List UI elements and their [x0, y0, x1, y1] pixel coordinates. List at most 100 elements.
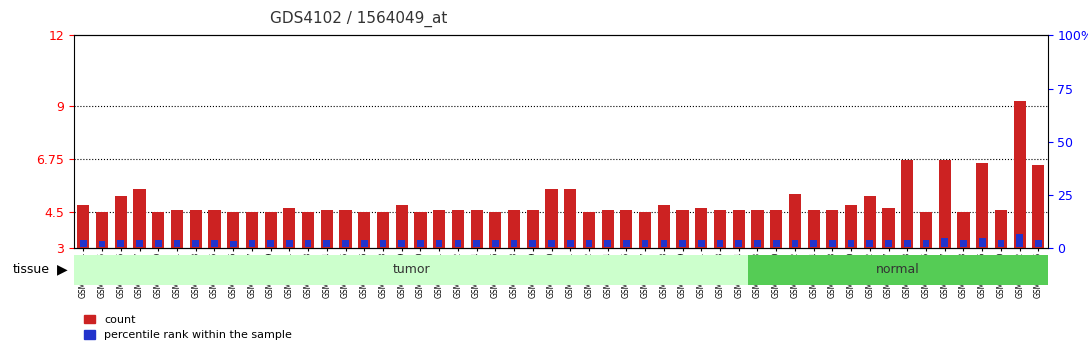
Bar — [620, 210, 632, 248]
Bar — [152, 212, 164, 248]
Bar — [923, 240, 929, 247]
Bar — [939, 160, 951, 248]
Bar — [96, 212, 108, 248]
Bar — [677, 210, 689, 248]
Bar — [639, 212, 652, 248]
Bar — [174, 240, 181, 247]
Bar — [530, 240, 536, 247]
Bar — [227, 212, 239, 248]
Bar — [114, 196, 127, 248]
Bar — [882, 208, 894, 248]
Bar — [792, 240, 799, 247]
Bar — [286, 240, 293, 247]
Bar — [1016, 234, 1023, 247]
Bar — [99, 241, 106, 247]
Bar — [527, 210, 539, 248]
Bar — [398, 240, 405, 247]
Bar — [749, 255, 1048, 285]
Bar — [548, 240, 555, 247]
Bar — [660, 240, 667, 247]
Bar — [470, 210, 483, 248]
Bar — [658, 205, 670, 248]
Bar — [920, 212, 932, 248]
Bar — [436, 240, 443, 247]
Text: normal: normal — [876, 263, 919, 276]
Bar — [248, 240, 256, 247]
Bar — [960, 240, 967, 247]
Bar — [811, 240, 817, 247]
Bar — [602, 210, 614, 248]
Bar — [623, 240, 630, 247]
Bar — [508, 210, 520, 248]
Bar — [268, 240, 274, 247]
Bar — [735, 240, 742, 247]
Bar — [848, 240, 854, 247]
Bar — [74, 255, 749, 285]
Bar — [772, 240, 780, 247]
Bar — [695, 208, 707, 248]
Bar — [211, 240, 218, 247]
Bar — [358, 212, 370, 248]
Bar — [941, 238, 948, 247]
Bar — [565, 189, 577, 248]
Bar — [770, 210, 782, 248]
Bar — [901, 160, 914, 248]
Bar — [305, 240, 311, 247]
Bar — [417, 240, 423, 247]
Bar — [679, 240, 685, 247]
Bar — [994, 210, 1007, 248]
Bar — [452, 210, 463, 248]
Bar — [264, 212, 276, 248]
Text: tumor: tumor — [393, 263, 430, 276]
Bar — [415, 212, 426, 248]
Bar — [829, 240, 836, 247]
Bar — [717, 240, 724, 247]
Bar — [807, 210, 819, 248]
Bar — [473, 240, 480, 247]
Bar — [714, 210, 726, 248]
Bar — [826, 210, 839, 248]
Bar — [998, 240, 1004, 247]
Bar — [230, 241, 236, 247]
Bar — [789, 194, 801, 248]
Bar — [545, 189, 557, 248]
Bar — [1035, 240, 1041, 247]
Bar — [302, 212, 314, 248]
Bar — [957, 212, 969, 248]
Bar — [886, 240, 892, 247]
Bar — [339, 210, 351, 248]
Bar — [754, 240, 761, 247]
Bar — [1014, 102, 1026, 248]
Bar — [642, 240, 648, 247]
Bar — [976, 163, 988, 248]
Bar — [246, 212, 258, 248]
Bar — [193, 240, 199, 247]
Bar — [380, 240, 386, 247]
Bar — [567, 240, 573, 247]
Bar — [321, 210, 333, 248]
Bar — [979, 238, 986, 247]
Bar — [698, 240, 705, 247]
Bar — [283, 208, 296, 248]
Legend: count, percentile rank within the sample: count, percentile rank within the sample — [79, 310, 296, 345]
Bar — [342, 240, 349, 247]
Bar — [490, 212, 502, 248]
Bar — [732, 210, 745, 248]
Bar — [752, 210, 764, 248]
Bar — [585, 240, 592, 247]
Bar — [510, 240, 518, 247]
Bar — [154, 240, 162, 247]
Bar — [864, 196, 876, 248]
Bar — [208, 210, 221, 248]
Bar — [604, 240, 611, 247]
Bar — [118, 240, 124, 247]
Bar — [323, 240, 330, 247]
Bar — [433, 210, 445, 248]
Bar — [376, 212, 390, 248]
Text: ▶: ▶ — [57, 263, 67, 277]
Bar — [866, 240, 874, 247]
Bar — [171, 210, 183, 248]
Bar — [136, 240, 143, 247]
Bar — [583, 212, 595, 248]
Text: GDS4102 / 1564049_at: GDS4102 / 1564049_at — [270, 11, 448, 27]
